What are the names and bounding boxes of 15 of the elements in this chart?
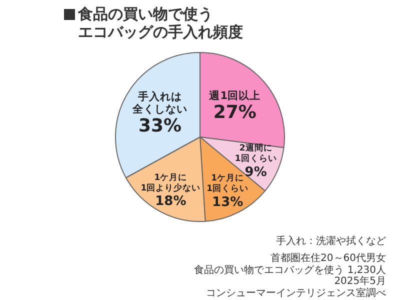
data-label: 27% xyxy=(213,102,256,124)
text: 食品の買い物でエコバッグを使う 1,230人 xyxy=(194,264,386,276)
slice-label: 手入れは全くしない xyxy=(131,90,188,116)
slice-label: 2週間に1回くらい xyxy=(234,142,277,164)
slice-label: 週1回以上 xyxy=(208,89,261,102)
chart-title: 食品の買い物で使うエコバッグの手入れ頻度 xyxy=(78,5,243,41)
text: 手入れ：洗濯や拭くなど xyxy=(275,236,386,247)
data-label: 13% xyxy=(212,195,244,210)
data-label: 33% xyxy=(138,116,182,137)
text: 2025年5月 xyxy=(333,276,386,288)
data-label: 9% xyxy=(244,165,267,180)
data-label: 18% xyxy=(155,194,186,210)
slice-label: 1ケ月に1回より少ない xyxy=(140,172,201,194)
text: コンシューマーインテリジェンス室調べ xyxy=(205,288,386,299)
text: 首都圏在住20～60代男女 xyxy=(270,253,386,264)
